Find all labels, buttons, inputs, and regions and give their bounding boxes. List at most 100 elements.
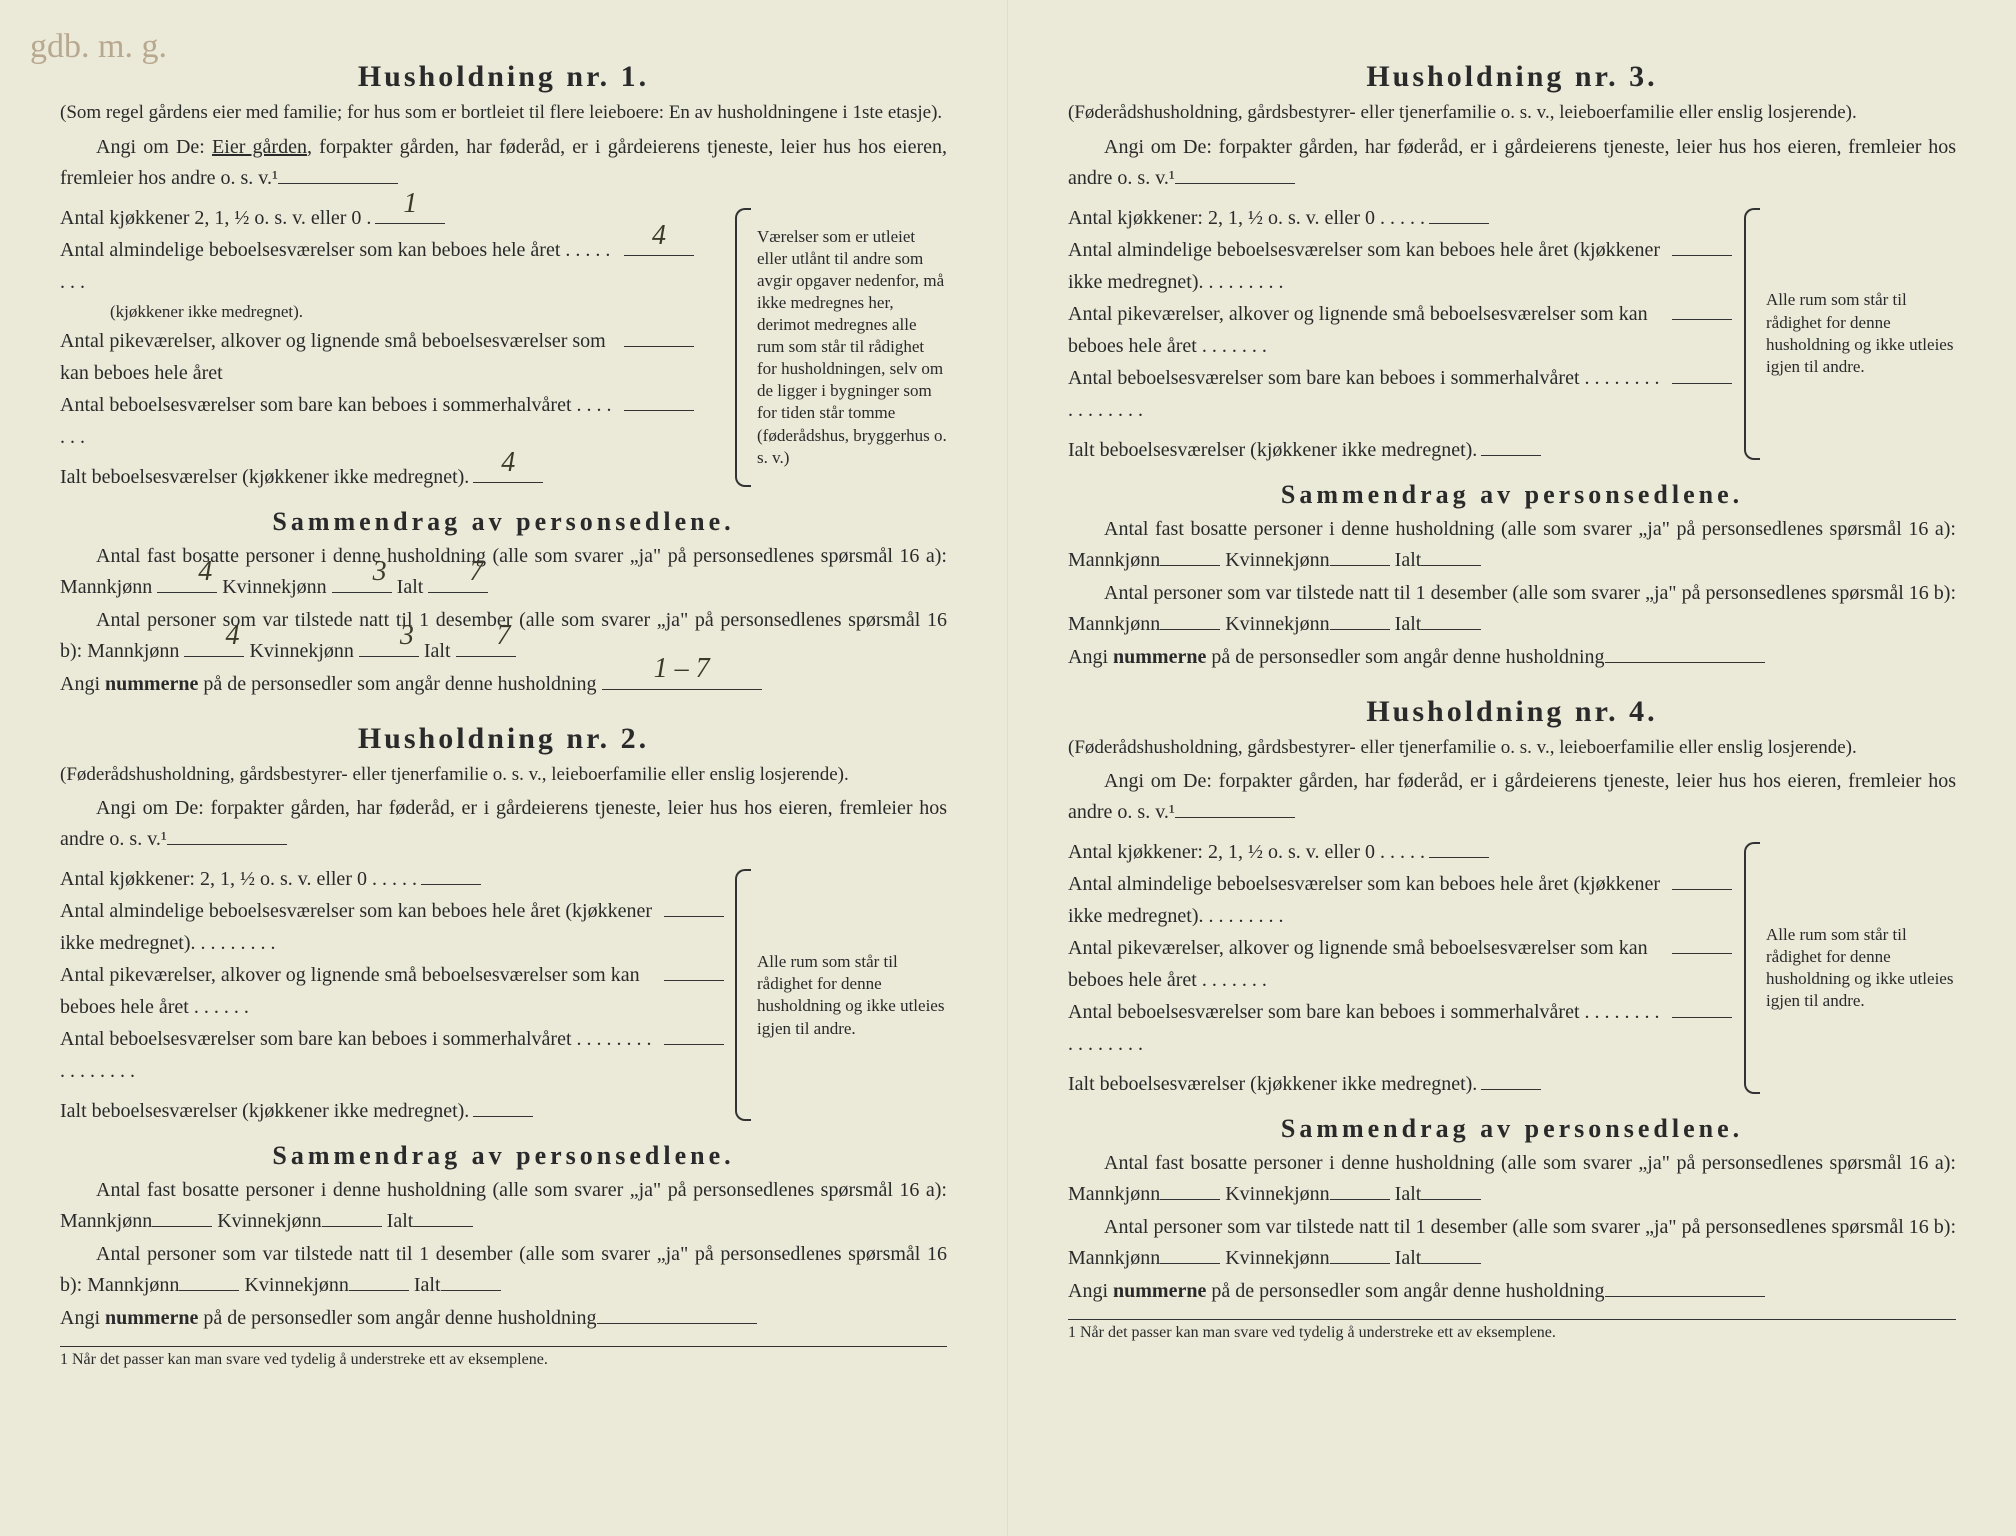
s16b-kvinne-3: Kvinnekjønn xyxy=(1225,613,1329,635)
rooms3-label-4: Antal pikeværelser, alkover og lignende … xyxy=(1068,932,1668,996)
s16b-k-blank-3[interactable] xyxy=(1330,609,1390,630)
kitchens-line-2: Antal kjøkkener: 2, 1, ½ o. s. v. eller … xyxy=(60,863,717,895)
rooms2-blank-2[interactable] xyxy=(664,896,724,917)
rooms3-line-3: Antal pikeværelser, alkover og lignende … xyxy=(1068,298,1726,362)
s16a-k-blank-3[interactable] xyxy=(1330,545,1390,566)
rooms4-blank-2[interactable] xyxy=(664,1024,724,1045)
s16b-t-blank-2[interactable] xyxy=(441,1270,501,1291)
angi-blank-2[interactable] xyxy=(167,824,287,845)
kitchens-blank-2[interactable] xyxy=(421,864,481,885)
s16a-t-blank[interactable]: 7 xyxy=(428,572,488,593)
s16a-m-blank-2[interactable] xyxy=(152,1206,212,1227)
household-3-title: Husholdning nr. 3. xyxy=(1068,60,1956,94)
s16b-t-blank-4[interactable] xyxy=(1421,1243,1481,1264)
kitchens-value: 1 xyxy=(403,182,417,227)
s16a-k-blank-2[interactable] xyxy=(322,1206,382,1227)
s16b-k-blank[interactable]: 3 xyxy=(359,636,419,657)
rooms3-line-2: Antal pikeværelser, alkover og lignende … xyxy=(60,959,717,1023)
rooms2-blank[interactable]: 4 xyxy=(624,235,694,256)
s16a-kvinne: Kvinnekjønn xyxy=(222,576,326,598)
rooms3-blank-2[interactable] xyxy=(664,960,724,981)
s16a-t-blank-2[interactable] xyxy=(413,1206,473,1227)
angi-blank-3[interactable] xyxy=(1175,163,1295,184)
nummer-blank-4[interactable] xyxy=(1605,1276,1765,1297)
left-page: gdb. m. g. Husholdning nr. 1. (Som regel… xyxy=(0,0,1008,1536)
household-1-title: Husholdning nr. 1. xyxy=(60,60,947,94)
household-4-rooms-block: Antal kjøkkener: 2, 1, ½ o. s. v. eller … xyxy=(1068,836,1956,1100)
nummer-label-2: Angi nummerne på de personsedler som ang… xyxy=(60,1307,597,1329)
rooms2-blank-3[interactable] xyxy=(1672,235,1732,256)
kitchens-blank-3[interactable] xyxy=(1429,203,1489,224)
angi-prefix: Angi om De: xyxy=(96,136,212,158)
s16a-m-blank-3[interactable] xyxy=(1160,545,1220,566)
rooms-lines: Antal kjøkkener 2, 1, ½ o. s. v. eller 0… xyxy=(60,202,717,493)
rooms3-line-4: Antal pikeværelser, alkover og lignende … xyxy=(1068,932,1726,996)
kitchens-blank[interactable]: 1 xyxy=(375,203,445,224)
s16b-m-blank-4[interactable] xyxy=(1160,1243,1220,1264)
household-1-nummer: Angi nummerne på de personsedler som ang… xyxy=(60,669,947,700)
s16a-t-blank-3[interactable] xyxy=(1421,545,1481,566)
rooms3-blank-3[interactable] xyxy=(1672,299,1732,320)
s16b-t-blank[interactable]: 7 xyxy=(456,636,516,657)
s16a-k-blank[interactable]: 3 xyxy=(332,572,392,593)
angi-blank[interactable] xyxy=(278,163,398,184)
rooms3-blank-4[interactable] xyxy=(1672,933,1732,954)
nummer-label-3: Angi nummerne på de personsedler som ang… xyxy=(1068,646,1605,668)
rooms3-blank[interactable] xyxy=(624,326,694,347)
s16b-m-blank-2[interactable] xyxy=(179,1270,239,1291)
s16b-k-blank-2[interactable] xyxy=(349,1270,409,1291)
total-blank-3[interactable] xyxy=(1481,435,1541,456)
rooms4-blank[interactable] xyxy=(624,390,694,411)
total-line-4: Ialt beboelsesværelser (kjøkkener ikke m… xyxy=(1068,1068,1726,1100)
household-2-summary-title: Sammendrag av personsedlene. xyxy=(60,1141,947,1171)
s16b-kvinne: Kvinnekjønn xyxy=(249,640,353,662)
footnote-left: 1 Når det passer kan man svare ved tydel… xyxy=(60,1346,947,1369)
s16a-t: 7 xyxy=(433,550,483,593)
household-4-intro: (Føderådshusholdning, gårdsbestyrer- ell… xyxy=(1068,735,1956,761)
rooms4-line: Antal beboelsesværelser som bare kan beb… xyxy=(60,389,717,453)
household-3-angi: Angi om De: forpakter gården, har føderå… xyxy=(1068,132,1956,194)
household-1-angi: Angi om De: Eier gården, forpakter gårde… xyxy=(60,132,947,194)
rooms-lines-2: Antal kjøkkener: 2, 1, ½ o. s. v. eller … xyxy=(60,863,717,1127)
s16a-m: 4 xyxy=(162,550,212,593)
rooms-lines-3: Antal kjøkkener: 2, 1, ½ o. s. v. eller … xyxy=(1068,202,1726,466)
rooms4-blank-3[interactable] xyxy=(1672,363,1732,384)
kitchens-label-2: Antal kjøkkener: 2, 1, ½ o. s. v. eller … xyxy=(60,863,417,895)
s16a-kvinne-4: Kvinnekjønn xyxy=(1225,1183,1329,1205)
total-blank[interactable]: 4 xyxy=(473,462,543,483)
s16b-m-blank-3[interactable] xyxy=(1160,609,1220,630)
household-2-angi: Angi om De: forpakter gården, har føderå… xyxy=(60,793,947,855)
household-3-summary-16a: Antal fast bosatte personer i denne hush… xyxy=(1068,514,1956,576)
s16a-kvinne-3: Kvinnekjønn xyxy=(1225,549,1329,571)
s16a-k-blank-4[interactable] xyxy=(1330,1179,1390,1200)
s16b-k-blank-4[interactable] xyxy=(1330,1243,1390,1264)
household-2-brace-note: Alle rum som står til rådighet for denne… xyxy=(735,863,947,1127)
rooms4-label-4: Antal beboelsesværelser som bare kan beb… xyxy=(1068,996,1668,1060)
kitchens-blank-4[interactable] xyxy=(1429,837,1489,858)
household-2-summary-16a: Antal fast bosatte personer i denne hush… xyxy=(60,1175,947,1237)
household-4-nummer: Angi nummerne på de personsedler som ang… xyxy=(1068,1276,1956,1307)
total-blank-2[interactable] xyxy=(473,1096,533,1117)
s16b-ialt-3: Ialt xyxy=(1395,613,1422,635)
rooms4-blank-4[interactable] xyxy=(1672,997,1732,1018)
total-line-3: Ialt beboelsesværelser (kjøkkener ikke m… xyxy=(1068,434,1726,466)
angi-blank-4[interactable] xyxy=(1175,797,1295,818)
s16a-ialt-3: Ialt xyxy=(1395,549,1422,571)
nummer-blank[interactable]: 1 – 7 xyxy=(602,669,762,690)
total-label-2: Ialt beboelsesværelser (kjøkkener ikke m… xyxy=(60,1095,469,1127)
household-3-rooms-block: Antal kjøkkener: 2, 1, ½ o. s. v. eller … xyxy=(1068,202,1956,466)
household-2-nummer: Angi nummerne på de personsedler som ang… xyxy=(60,1303,947,1334)
s16a-m-blank[interactable]: 4 xyxy=(157,572,217,593)
household-4-brace-note: Alle rum som står til rådighet for denne… xyxy=(1744,836,1956,1100)
s16b-t-blank-3[interactable] xyxy=(1421,609,1481,630)
nummer-blank-3[interactable] xyxy=(1605,642,1765,663)
total-blank-4[interactable] xyxy=(1481,1069,1541,1090)
s16a-m-blank-4[interactable] xyxy=(1160,1179,1220,1200)
rooms3-label-3: Antal pikeværelser, alkover og lignende … xyxy=(1068,298,1668,362)
s16b-m-blank[interactable]: 4 xyxy=(184,636,244,657)
nummer-blank-2[interactable] xyxy=(597,1303,757,1324)
household-1-summary-title: Sammendrag av personsedlene. xyxy=(60,507,947,537)
rooms2-blank-4[interactable] xyxy=(1672,869,1732,890)
total-label-4: Ialt beboelsesværelser (kjøkkener ikke m… xyxy=(1068,1068,1477,1100)
s16a-t-blank-4[interactable] xyxy=(1421,1179,1481,1200)
